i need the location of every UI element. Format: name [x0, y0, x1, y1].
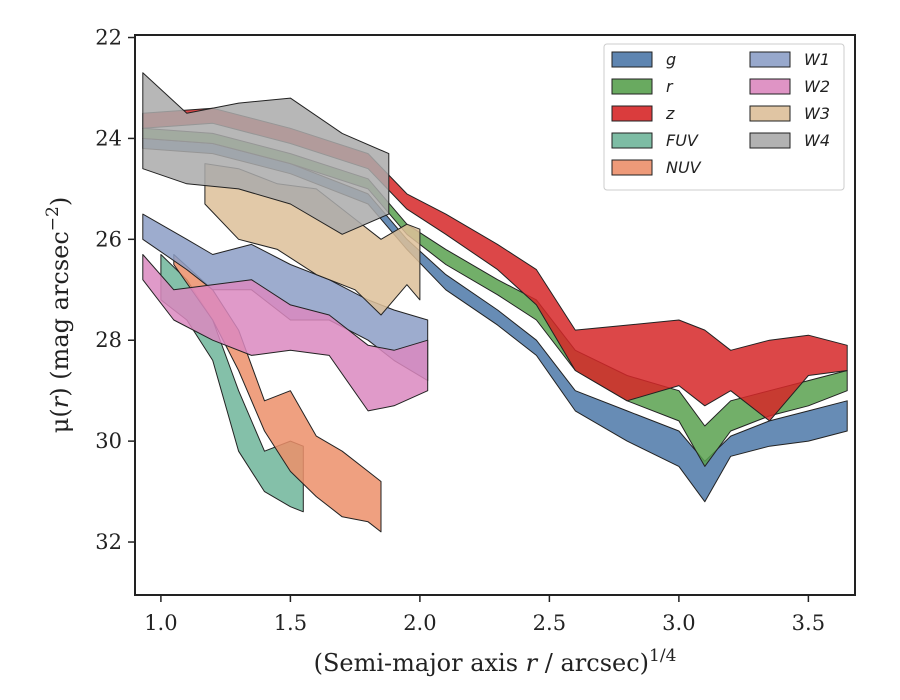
axes-frame [134, 34, 856, 596]
legend-swatch-nuv [611, 159, 653, 176]
legend-label-nuv: NUV [666, 158, 702, 177]
x-tick-label: 1.0 [144, 611, 177, 635]
y-axis-title: μ(r) (mag arcsec−2) [43, 197, 74, 434]
y-tick-label: 26 [95, 227, 122, 251]
legend-label-w2: W2 [804, 77, 830, 96]
legend-swatch-r [611, 78, 653, 95]
legend-swatch-g [611, 51, 653, 68]
legend-label-z: z [665, 104, 675, 123]
legend: grz FUV NUV W1 W2 W3 W4 [603, 43, 845, 191]
x-tick-label: 3.0 [662, 611, 695, 635]
y-tick-label: 28 [95, 328, 122, 352]
y-tick-label: 22 [95, 26, 122, 50]
x-tick-label: 3.5 [792, 611, 825, 635]
y-tick-label: 30 [95, 429, 122, 453]
x-tick-label: 1.5 [274, 611, 307, 635]
y-tick-label: 32 [95, 530, 122, 554]
plot-area [142, 72, 848, 533]
legend-swatch-w2 [749, 78, 791, 95]
x-axis: 1.0 1.5 2.0 2.5 3.0 3.5 [144, 595, 825, 635]
legend-swatch-w3 [749, 105, 791, 122]
band-w2 [142, 254, 429, 412]
legend-swatch-w4 [749, 132, 791, 149]
legend-label-w3: W3 [804, 104, 830, 123]
band-z [142, 107, 848, 422]
legend-swatch-z [611, 105, 653, 122]
legend-label-g: g [666, 50, 676, 69]
band-w4 [142, 72, 390, 235]
legend-swatch-w1 [749, 51, 791, 68]
x-tick-label: 2.5 [533, 611, 566, 635]
y-axis: 22 24 26 28 30 32 [95, 26, 135, 554]
legend-label-fuv: FUV [666, 131, 699, 150]
legend-label-w1: W1 [804, 50, 830, 69]
y-tick-label: 24 [95, 126, 122, 150]
legend-swatch-fuv [611, 132, 653, 149]
legend-label-r: r [666, 77, 674, 96]
legend-label-w4: W4 [804, 131, 830, 150]
x-axis-title: (Semi-major axis r / arcsec)1/4 [314, 646, 677, 677]
x-tick-label: 2.0 [403, 611, 436, 635]
